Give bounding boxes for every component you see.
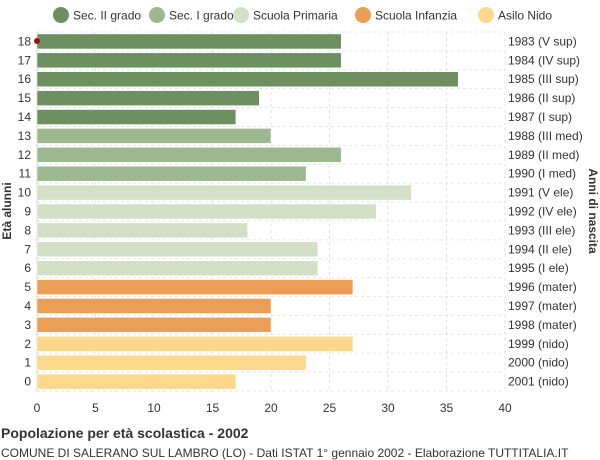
x-tick-labels: 0 5 10 15 20 25 30 35 40 [34,401,512,415]
bar-age-1 [36,354,307,371]
bar-age-16 [36,71,459,87]
bar-age-10 [36,184,412,201]
age-label: 16 [18,72,32,86]
age-label: 10 [18,186,32,200]
year-label: 1993 (III ele) [508,223,575,237]
age-label: 11 [19,167,32,181]
year-label: 1997 (mater) [508,299,577,313]
legend-swatch [355,7,371,23]
legend: Sec. II grado Sec. I grado Scuola Primaria… [53,7,552,23]
bar-age-8 [36,222,248,239]
age-label: 5 [24,280,31,294]
age-label: 9 [24,205,31,219]
age-label: 12 [18,148,32,162]
bar-age-9 [36,203,377,220]
bar-age-3 [36,317,272,333]
bar-age-13 [36,128,272,144]
grid [36,31,506,392]
age-label: 17 [18,53,32,67]
bar-age-7 [36,241,319,258]
year-label: 1989 (II med) [508,148,579,162]
legend-label: Scuola Primaria [253,9,338,23]
year-label: 2000 (nido) [508,356,569,370]
y-axis-title-right: Anni di nascita [586,168,600,254]
legend-label: Asilo Nido [498,9,552,23]
legend-swatch [233,7,249,23]
bar-age-18 [36,33,342,50]
year-label: 1987 (I sup) [508,110,572,124]
year-label: 1985 (III sup) [508,72,579,86]
legend-label: Sec. II grado [73,9,141,23]
legend-swatch [478,7,494,23]
legend-label: Sec. I grado [169,9,234,23]
x-tick-label: 5 [92,401,99,415]
year-label: 1994 (II ele) [508,242,572,256]
bar-age-5 [36,279,354,295]
bars [36,33,459,390]
bar-age-6 [36,260,319,276]
x-tick-label: 35 [440,401,454,415]
year-label: 1998 (mater) [508,318,577,332]
year-label: 1992 (IV ele) [508,205,577,219]
x-tick-label: 25 [323,401,337,415]
year-label: 1996 (mater) [508,280,577,294]
marker-dot [34,38,40,44]
age-label: 7 [24,242,31,256]
y-axis-title-left: Età alunni [0,182,14,239]
x-tick-label: 20 [264,401,278,415]
age-label: 4 [24,299,31,313]
age-label: 15 [18,91,32,105]
bar-age-12 [36,147,342,163]
bar-age-2 [36,336,354,352]
bar-age-0 [36,373,237,390]
year-label: 1984 (IV sup) [508,53,580,67]
x-tick-label: 0 [34,401,41,415]
year-label: 1988 (III med) [508,129,583,143]
bar-age-14 [36,109,237,125]
chart-title: Popolazione per età scolastica - 2002 [1,425,249,441]
age-label: 8 [24,223,31,237]
age-label: 13 [18,129,32,143]
x-tick-label: 15 [206,401,220,415]
bar-age-17 [36,52,342,69]
year-label: 1995 (I ele) [508,261,569,275]
age-label: 1 [24,356,31,370]
year-label: 1990 (I med) [508,167,576,181]
year-label: 1991 (V ele) [508,186,573,200]
year-tick-labels: 1983 (V sup) 1984 (IV sup) 1985 (III sup) 1… [508,34,583,388]
age-label: 2 [24,337,31,351]
age-label: 14 [18,110,32,124]
year-label: 2001 (nido) [508,375,569,389]
bar-age-11 [36,165,307,182]
legend-label: Scuola Infanzia [375,9,457,23]
year-label: 1983 (V sup) [508,34,577,48]
age-label: 6 [24,261,31,275]
bar-age-4 [36,298,272,314]
bar-age-15 [36,90,260,106]
age-label: 18 [18,34,32,48]
year-label: 1999 (nido) [508,337,569,351]
age-label: 3 [24,318,31,332]
legend-swatch [149,7,165,23]
year-label: 1986 (II sup) [508,91,575,105]
x-tick-label: 30 [381,401,395,415]
legend-swatch [53,7,69,23]
chart-subtitle: COMUNE DI SALERANO SUL LAMBRO (LO) - Dat… [1,446,569,460]
x-tick-label: 40 [498,401,512,415]
x-tick-label: 10 [147,401,161,415]
age-label: 0 [24,375,31,389]
